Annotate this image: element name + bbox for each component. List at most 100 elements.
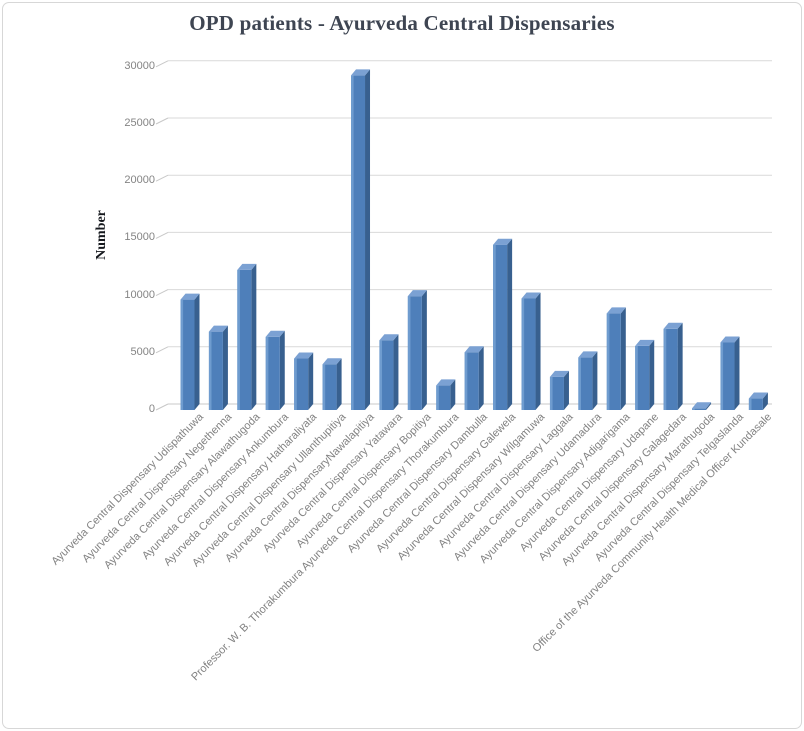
y-tick-label: 30000 <box>124 59 155 72</box>
bar <box>635 345 650 410</box>
bar-highlight <box>578 357 581 410</box>
bar-side-face <box>706 402 712 410</box>
bar-side-face <box>478 346 484 410</box>
bar <box>720 342 735 410</box>
bar <box>379 340 394 410</box>
bar-highlight <box>720 342 724 410</box>
bar-highlight <box>748 398 752 410</box>
bar <box>692 408 707 410</box>
bar <box>265 336 280 410</box>
bar-side-face <box>194 293 200 410</box>
bar <box>322 364 337 410</box>
gridline-side-tick <box>155 289 169 297</box>
chart-title: OPD patients - Ayurveda Central Dispensa… <box>189 11 615 35</box>
bar-top-face <box>635 339 655 346</box>
bar-side-face <box>308 352 314 410</box>
bar-highlight <box>464 352 468 410</box>
bar-top-face <box>237 263 257 270</box>
bar-highlight <box>635 345 638 410</box>
bar-side-face <box>620 307 626 410</box>
bar <box>180 299 195 410</box>
y-tick-label: 15000 <box>124 231 155 244</box>
bar-highlight <box>549 376 553 410</box>
bar <box>351 75 366 410</box>
bar-top-face <box>407 290 427 297</box>
bar-highlight <box>436 385 439 410</box>
bar-side-face <box>393 334 399 410</box>
bar-side-face <box>592 351 598 410</box>
bar-side-face <box>279 330 285 410</box>
y-tick-label: 25000 <box>124 117 155 129</box>
bar <box>237 269 252 410</box>
bar <box>663 328 678 410</box>
y-tick-label: 20000 <box>124 174 155 187</box>
y-tick-label: 5000 <box>130 345 155 358</box>
bar-side-face <box>677 322 683 410</box>
bar-top-face <box>578 351 598 358</box>
bar-highlight <box>606 313 610 410</box>
bar-side-face <box>535 292 541 410</box>
bar-highlight <box>493 244 496 410</box>
bar-highlight <box>692 408 695 410</box>
bar-side-face <box>251 263 257 410</box>
bar-top-face <box>294 352 314 359</box>
y-tick-label: 0 <box>148 403 155 415</box>
bar-top-face <box>663 322 683 329</box>
bar <box>407 296 422 410</box>
bar-highlight <box>407 296 411 410</box>
bar-top-face <box>606 307 626 314</box>
bar-top-face <box>322 358 342 365</box>
bar-top-face <box>493 238 513 245</box>
bar-side-face <box>734 336 740 410</box>
bar-side-face <box>222 325 228 410</box>
bar-top-face <box>351 69 371 76</box>
bar-highlight <box>294 358 297 410</box>
bar <box>521 298 536 410</box>
bar-side-face <box>563 370 569 410</box>
bar-top-face <box>692 402 712 409</box>
gridline-side-tick <box>155 174 169 182</box>
bar-highlight <box>237 269 240 410</box>
bar <box>606 313 621 410</box>
bar <box>549 376 564 410</box>
bar-top-face <box>720 336 740 343</box>
bar-side-face <box>336 358 342 410</box>
bar-highlight <box>208 331 212 410</box>
bar-highlight <box>521 298 525 410</box>
bar-highlight <box>180 299 184 410</box>
bar-highlight <box>663 328 667 410</box>
bar <box>208 331 223 410</box>
bar-top-face <box>748 392 768 399</box>
bar-top-face <box>521 292 541 299</box>
bar-side-face <box>649 339 655 410</box>
gridline-side-tick <box>155 60 169 68</box>
bar <box>294 358 309 410</box>
bar-top-face <box>379 334 399 341</box>
gridline-side-tick <box>155 231 169 239</box>
gridline-side-tick <box>155 117 169 125</box>
bar-highlight <box>379 340 383 410</box>
bar-side-face <box>762 392 768 410</box>
bar-side-face <box>421 290 427 410</box>
bar-highlight <box>322 364 326 410</box>
bar-top-face <box>265 330 285 337</box>
bar-top-face <box>464 346 484 353</box>
bar <box>464 352 479 410</box>
bar-top-face <box>549 370 569 377</box>
gridline-side-tick <box>155 403 169 411</box>
bar-highlight <box>265 336 269 410</box>
bar <box>493 244 508 410</box>
bar-top-face <box>208 325 228 332</box>
bar <box>436 385 451 410</box>
bar-side-face <box>450 379 456 410</box>
bar <box>748 398 763 410</box>
bar-side-face <box>507 238 513 410</box>
bar-side-face <box>365 69 371 410</box>
bar-top-face <box>180 293 200 300</box>
y-tick-label: 10000 <box>124 288 155 301</box>
bar-top-face <box>436 379 456 386</box>
bar <box>578 357 593 410</box>
bar-highlight <box>351 75 354 410</box>
gridline-side-tick <box>155 346 169 354</box>
